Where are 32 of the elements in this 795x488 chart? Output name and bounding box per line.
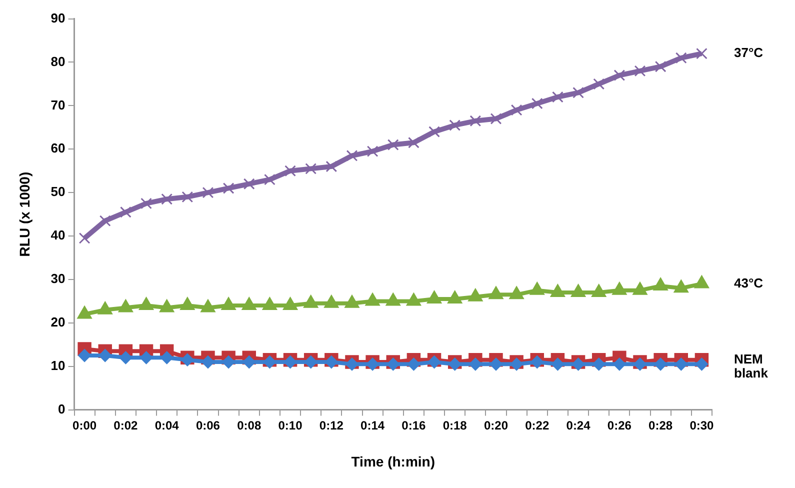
x-tick-label: 0:30 — [690, 418, 714, 432]
y-tick-label: 70 — [50, 97, 66, 112]
x-tick-label: 0:22 — [525, 418, 550, 432]
y-tick-label: 90 — [50, 10, 66, 26]
y-axis-title: RLU (x 1000) — [16, 172, 32, 257]
x-tick-label: 0:16 — [402, 418, 426, 432]
x-tick-label: 0:00 — [72, 418, 97, 432]
x-tick-label: 0:14 — [360, 418, 385, 432]
y-tick-label: 50 — [50, 184, 66, 200]
text: 37°C — [734, 45, 764, 60]
x-tick-label: 0:10 — [278, 418, 303, 432]
x-tick-label: 0:04 — [154, 418, 180, 432]
x-tick-label: 0:12 — [319, 418, 344, 432]
y-tick-label: 30 — [50, 271, 66, 286]
x-tick-label: 0:08 — [237, 418, 262, 432]
x-tick-label: 0:24 — [566, 418, 591, 432]
x-axis-title: Time (h:min) — [351, 453, 436, 470]
y-tick-label: 10 — [50, 358, 66, 373]
x-tick-label: 0:20 — [484, 418, 508, 432]
y-tick-label: 60 — [50, 140, 66, 156]
series-label: NEM — [734, 351, 763, 366]
series-label: 43°C — [734, 275, 764, 290]
x-tick-label: 0:18 — [442, 418, 468, 432]
x-tick-label: 0:26 — [607, 418, 632, 432]
text: blank — [734, 365, 769, 380]
x-tick-label: 0:06 — [196, 418, 220, 432]
y-tick-label: 0 — [58, 401, 66, 416]
y-tick-label: 20 — [50, 314, 66, 330]
x-tick-label: 0:02 — [114, 418, 138, 432]
y-tick-label: 80 — [50, 54, 66, 69]
x-tick-label: 0:28 — [648, 418, 673, 432]
y-tick-label: 40 — [50, 228, 66, 243]
